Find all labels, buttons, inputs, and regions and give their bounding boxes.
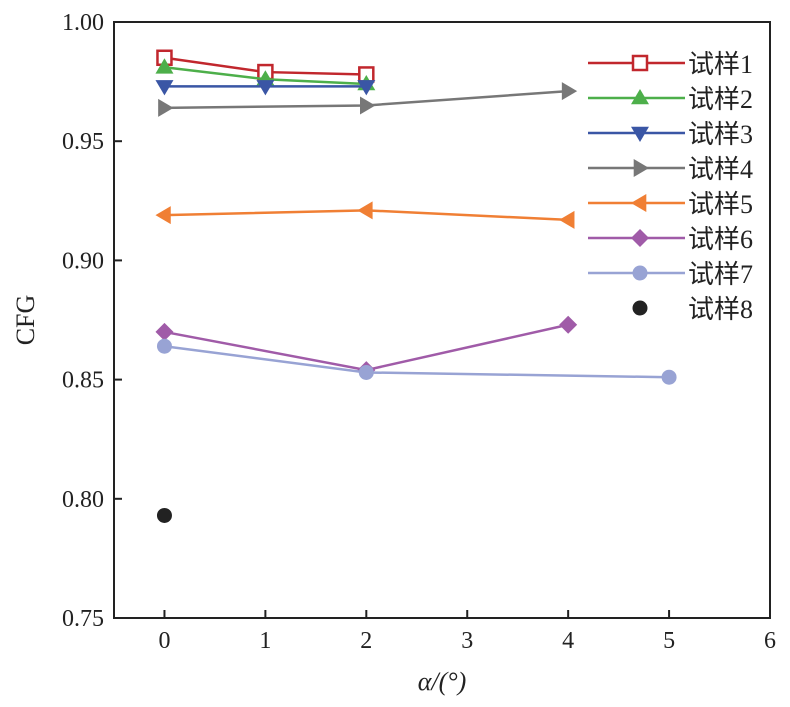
legend-label: 试样7 bbox=[688, 260, 753, 289]
legend-label: 试样3 bbox=[688, 120, 753, 149]
legend-item: 试样5 bbox=[588, 190, 753, 219]
square-marker bbox=[631, 54, 649, 72]
series-8 bbox=[156, 507, 172, 523]
triangle-right-marker bbox=[561, 82, 578, 101]
legend-item: 试样3 bbox=[588, 120, 753, 149]
legend-label: 试样6 bbox=[688, 225, 753, 254]
triangle-down-marker bbox=[155, 80, 174, 96]
triangle-up-marker bbox=[631, 89, 649, 105]
plot-frame bbox=[113, 21, 771, 619]
legend-item: 试样7 bbox=[588, 260, 753, 289]
plot-area bbox=[155, 49, 677, 523]
circle-marker bbox=[156, 338, 172, 354]
x-tick-label: 5 bbox=[663, 628, 675, 654]
x-tick-label: 0 bbox=[158, 628, 170, 654]
triangle-down-marker bbox=[631, 126, 649, 142]
legend-label: 试样8 bbox=[688, 295, 753, 324]
y-tick-label: 0.95 bbox=[62, 129, 104, 155]
series-5 bbox=[155, 201, 575, 229]
circle-marker bbox=[661, 369, 677, 385]
triangle-right-marker bbox=[360, 96, 376, 115]
y-tick-label: 0.80 bbox=[62, 487, 104, 513]
y-tick-label: 1.00 bbox=[62, 10, 104, 36]
triangle-left-marker bbox=[155, 206, 171, 225]
circle-marker bbox=[632, 300, 648, 316]
legend: 试样1 试样2 试样3 试样4 试样5 试样6 试样7 试样8 bbox=[588, 50, 753, 324]
legend-label: 试样2 bbox=[688, 85, 753, 114]
triangle-right-marker bbox=[158, 98, 174, 117]
legend-label: 试样4 bbox=[688, 155, 753, 184]
legend-label: 试样1 bbox=[688, 50, 753, 79]
legend-label: 试样5 bbox=[688, 190, 753, 219]
series-7 bbox=[156, 338, 677, 385]
series-4 bbox=[158, 82, 578, 117]
triangle-down-marker bbox=[256, 80, 275, 96]
y-axis-label: CFG bbox=[11, 295, 40, 346]
x-tick-label: 2 bbox=[360, 628, 372, 654]
diamond-marker bbox=[155, 322, 174, 341]
y-tick-label: 0.85 bbox=[62, 368, 104, 394]
triangle-left-marker bbox=[357, 201, 373, 220]
circle-marker bbox=[632, 265, 648, 281]
y-tick-label: 0.90 bbox=[62, 248, 104, 274]
triangle-right-marker bbox=[633, 159, 649, 177]
legend-item: 试样2 bbox=[588, 85, 753, 114]
circle-marker bbox=[358, 364, 374, 380]
series-line bbox=[164, 344, 670, 379]
legend-item: 试样6 bbox=[588, 225, 753, 254]
triangle-left-marker bbox=[631, 194, 647, 212]
legend-item: 试样4 bbox=[588, 155, 753, 184]
series-3 bbox=[155, 80, 376, 96]
legend-item: 试样1 bbox=[588, 50, 753, 79]
x-tick-label: 6 bbox=[764, 628, 776, 654]
triangle-left-marker bbox=[559, 210, 575, 229]
x-axis-label: α/(°) bbox=[418, 667, 467, 696]
triangle-up-marker bbox=[155, 58, 174, 74]
circle-marker bbox=[156, 507, 172, 523]
legend-item: 试样8 bbox=[632, 295, 753, 324]
triangle-down-marker bbox=[357, 80, 376, 96]
y-tick-label: 0.75 bbox=[62, 606, 104, 632]
diamond-marker bbox=[559, 315, 578, 334]
axes: 0 1 2 3 4 5 6 0.75 0.80 0.85 0.90 0.95 1.00 bbox=[62, 10, 776, 654]
x-tick-label: 1 bbox=[259, 628, 271, 654]
x-tick-label: 3 bbox=[461, 628, 473, 654]
x-tick-label: 4 bbox=[562, 628, 574, 654]
diamond-marker bbox=[631, 229, 649, 247]
